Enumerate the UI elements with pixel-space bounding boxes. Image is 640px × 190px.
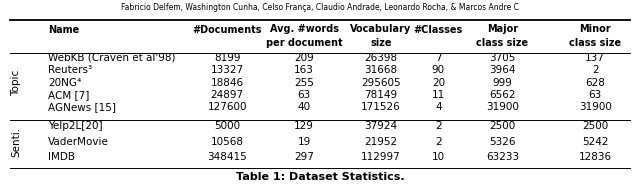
Text: 19: 19 [298,137,310,146]
Text: 31900: 31900 [486,102,519,112]
Text: #Classes: #Classes [414,25,463,35]
Text: 2: 2 [435,121,442,131]
Text: Senti.: Senti. [11,127,21,157]
Text: 63: 63 [589,90,602,100]
Text: 24897: 24897 [211,90,244,100]
Text: Minor: Minor [579,24,611,34]
Text: 5326: 5326 [489,137,516,146]
Text: 127600: 127600 [207,102,247,112]
Text: 5000: 5000 [214,121,240,131]
Text: 13327: 13327 [211,65,244,75]
Text: 3964: 3964 [489,65,516,75]
Text: 20NG⁴: 20NG⁴ [48,78,81,88]
Text: 18846: 18846 [211,78,244,88]
Text: 5242: 5242 [582,137,609,146]
Text: 112997: 112997 [361,152,401,162]
Text: class size: class size [476,38,529,48]
Text: 20: 20 [432,78,445,88]
Text: 295605: 295605 [361,78,401,88]
Text: 26398: 26398 [364,53,397,63]
Text: 2: 2 [435,137,442,146]
Text: Avg. #words: Avg. #words [269,24,339,34]
Text: 628: 628 [585,78,605,88]
Text: 2500: 2500 [489,121,516,131]
Text: 12836: 12836 [579,152,612,162]
Text: per document: per document [266,38,342,48]
Text: 4: 4 [435,102,442,112]
Text: Yelp2L[20]: Yelp2L[20] [48,121,102,131]
Text: 8199: 8199 [214,53,241,63]
Text: 348415: 348415 [207,152,247,162]
Text: 163: 163 [294,65,314,75]
Text: #Documents: #Documents [193,25,262,35]
Text: 137: 137 [585,53,605,63]
Text: 21952: 21952 [364,137,397,146]
Text: Reuters³: Reuters³ [48,65,92,75]
Text: 3705: 3705 [489,53,516,63]
Text: WebKB (Craven et al'98): WebKB (Craven et al'98) [48,53,175,63]
Text: 209: 209 [294,53,314,63]
Text: Table 1: Dataset Statistics.: Table 1: Dataset Statistics. [236,172,404,182]
Text: 63233: 63233 [486,152,519,162]
Text: ACM [7]: ACM [7] [48,90,90,100]
Text: VaderMovie: VaderMovie [48,137,109,146]
Text: 7: 7 [435,53,442,63]
Text: 10568: 10568 [211,137,244,146]
Text: 78149: 78149 [364,90,397,100]
Text: 37924: 37924 [364,121,397,131]
Text: Topic: Topic [11,70,21,96]
Text: 31668: 31668 [364,65,397,75]
Text: 63: 63 [298,90,310,100]
Text: Vocabulary: Vocabulary [350,24,412,34]
Text: 11: 11 [432,90,445,100]
Text: 171526: 171526 [361,102,401,112]
Text: 90: 90 [432,65,445,75]
Text: Fabricio Delfem, Washington Cunha, Celso França, Claudio Andrade, Leonardo Rocha: Fabricio Delfem, Washington Cunha, Celso… [121,3,519,12]
Text: class size: class size [569,38,621,48]
Text: Major: Major [487,24,518,34]
Text: 2: 2 [592,65,598,75]
Text: 10: 10 [432,152,445,162]
Text: 2500: 2500 [582,121,609,131]
Text: 31900: 31900 [579,102,612,112]
Text: Name: Name [48,25,79,35]
Text: 999: 999 [492,78,513,88]
Text: 40: 40 [298,102,310,112]
Text: size: size [370,38,392,48]
Text: 6562: 6562 [489,90,516,100]
Text: 255: 255 [294,78,314,88]
Text: AGNews [15]: AGNews [15] [48,102,116,112]
Text: 129: 129 [294,121,314,131]
Text: 297: 297 [294,152,314,162]
Text: IMDB: IMDB [48,152,75,162]
